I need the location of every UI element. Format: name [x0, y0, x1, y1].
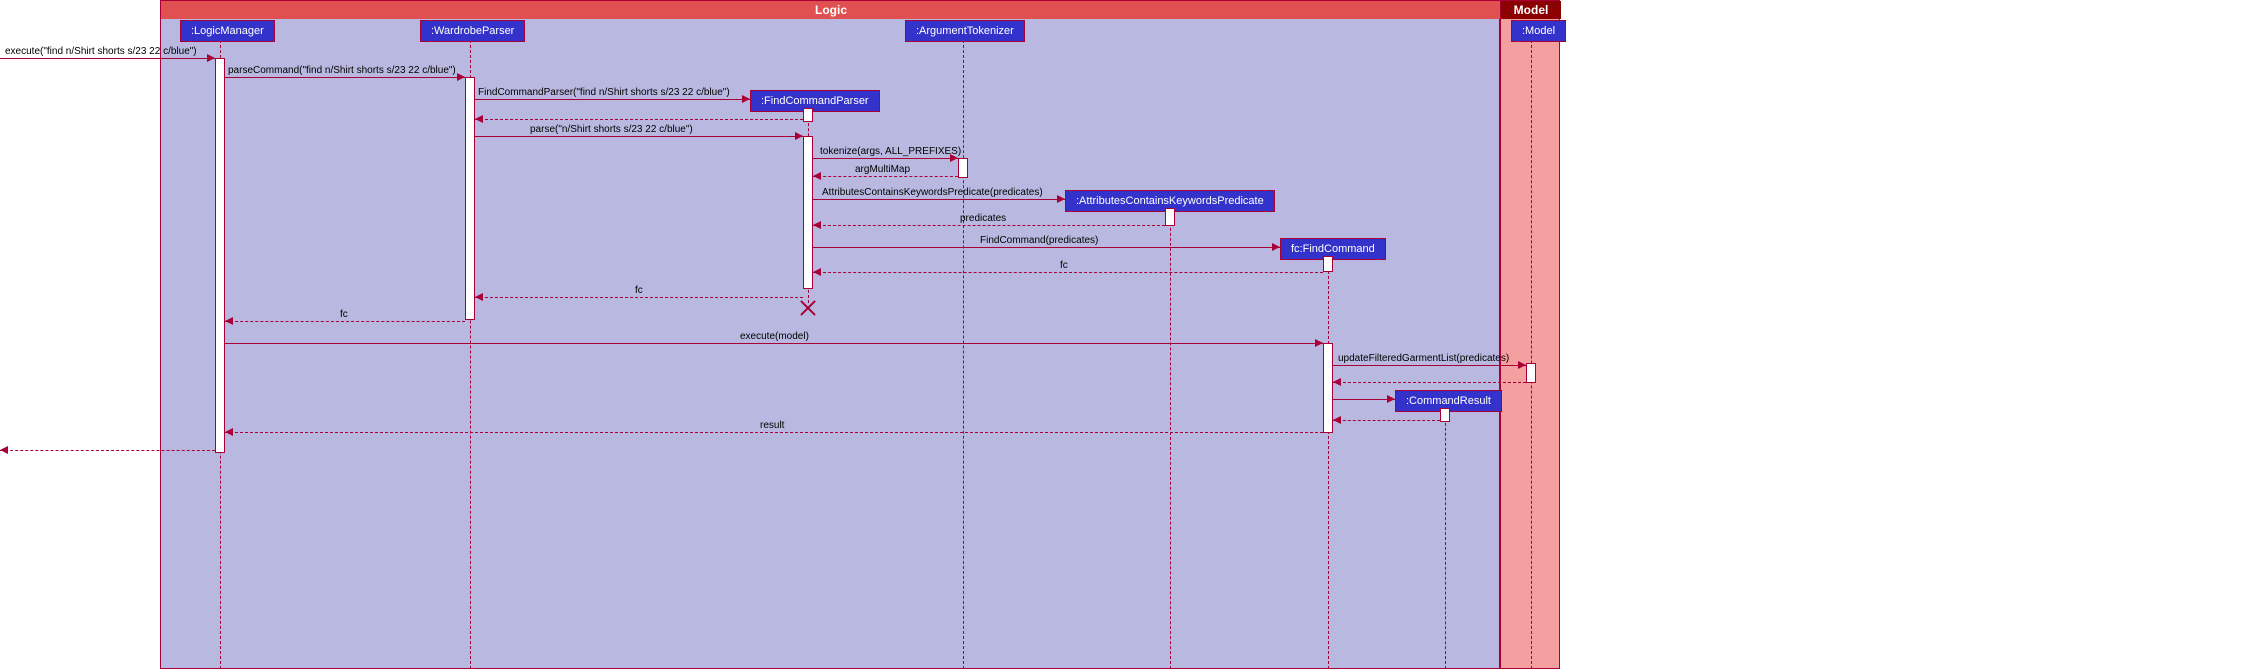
message-line-6	[813, 176, 958, 177]
activation-2	[803, 108, 813, 122]
arrow-head-15	[1333, 378, 1341, 386]
message-label-2: FindCommandParser("find n/Shirt shorts s…	[478, 87, 730, 98]
activation-4	[958, 158, 968, 178]
arrow-head-12	[225, 317, 233, 325]
activation-5	[1165, 208, 1175, 226]
message-line-7	[813, 199, 1065, 200]
argumentTokenizer-lifeline	[963, 40, 964, 669]
arrow-head-10	[813, 268, 821, 276]
message-label-4: parse("n/Shirt shorts s/23 22 c/blue")	[530, 124, 693, 135]
message-label-10: fc	[1060, 260, 1068, 271]
arrow-head-17	[1333, 416, 1341, 424]
arrow-head-0	[207, 54, 215, 62]
message-line-14	[1333, 365, 1526, 366]
attrPredicate-lifeline	[1170, 208, 1171, 669]
message-line-15	[1333, 382, 1526, 383]
arrow-head-3	[475, 115, 483, 123]
message-line-8	[813, 225, 1165, 226]
activation-9	[1440, 408, 1450, 422]
message-label-6: argMultiMap	[855, 164, 910, 175]
arrow-head-4	[795, 132, 803, 140]
activation-6	[1323, 256, 1333, 272]
message-label-5: tokenize(args, ALL_PREFIXES)	[820, 146, 961, 157]
activation-0	[215, 58, 225, 453]
arrow-head-2	[742, 95, 750, 103]
message-line-9	[813, 247, 1280, 248]
model-frame: Model	[1500, 0, 1560, 669]
activation-8	[1526, 363, 1536, 383]
message-line-18	[225, 432, 1323, 433]
message-line-3	[475, 119, 803, 120]
message-line-13	[225, 343, 1323, 344]
message-label-18: result	[760, 420, 784, 431]
arrow-head-7	[1057, 195, 1065, 203]
model-frame-label: Model	[1501, 1, 1561, 19]
model-participant: :Model	[1511, 20, 1566, 42]
message-line-1	[225, 77, 465, 78]
arrow-head-16	[1387, 395, 1395, 403]
message-label-0: execute("find n/Shirt shorts s/23 22 c/b…	[5, 46, 197, 57]
arrow-head-18	[225, 428, 233, 436]
activation-7	[1323, 343, 1333, 433]
model-lifeline	[1531, 40, 1532, 669]
message-label-8: predicates	[960, 213, 1006, 224]
message-label-9: FindCommand(predicates)	[980, 235, 1098, 246]
message-line-2	[475, 99, 750, 100]
message-line-5	[813, 158, 958, 159]
message-label-11: fc	[635, 285, 643, 296]
destroy-marker	[800, 300, 816, 316]
activation-3	[803, 136, 813, 289]
arrow-head-13	[1315, 339, 1323, 347]
message-label-14: updateFilteredGarmentList(predicates)	[1338, 353, 1509, 364]
message-line-12	[225, 321, 465, 322]
message-line-17	[1333, 420, 1440, 421]
activation-1	[465, 77, 475, 320]
message-line-16	[1333, 399, 1395, 400]
arrow-head-11	[475, 293, 483, 301]
message-line-0	[0, 58, 215, 59]
message-label-13: execute(model)	[740, 331, 809, 342]
arrow-head-14	[1518, 361, 1526, 369]
arrow-head-19	[0, 446, 8, 454]
arrow-head-1	[457, 73, 465, 81]
argument-tokenizer-participant: :ArgumentTokenizer	[905, 20, 1025, 42]
message-line-4	[475, 136, 803, 137]
message-line-11	[475, 297, 803, 298]
message-label-7: AttributesContainsKeywordsPredicate(pred…	[822, 187, 1043, 198]
arrow-head-8	[813, 221, 821, 229]
findCommand-lifeline	[1328, 256, 1329, 669]
sequence-diagram-canvas: Logic Model :LogicManager :WardrobeParse…	[0, 0, 2253, 669]
wardrobe-parser-participant: :WardrobeParser	[420, 20, 525, 42]
logic-frame-label: Logic	[161, 1, 1501, 19]
find-command-parser-participant: :FindCommandParser	[750, 90, 880, 112]
commandResult-lifeline	[1445, 408, 1446, 669]
message-label-1: parseCommand("find n/Shirt shorts s/23 2…	[228, 65, 456, 76]
arrow-head-6	[813, 172, 821, 180]
logic-manager-participant: :LogicManager	[180, 20, 275, 42]
message-label-12: fc	[340, 309, 348, 320]
arrow-head-9	[1272, 243, 1280, 251]
message-line-10	[813, 272, 1323, 273]
message-line-19	[0, 450, 215, 451]
